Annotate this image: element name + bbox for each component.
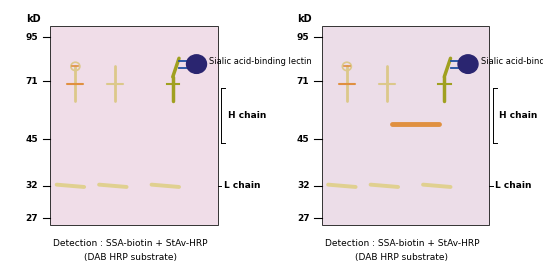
- Text: 27: 27: [297, 214, 310, 223]
- Text: H chain: H chain: [499, 111, 538, 120]
- Text: (DAB HRP substrate): (DAB HRP substrate): [84, 253, 177, 262]
- Text: L chain: L chain: [224, 181, 261, 190]
- Text: 71: 71: [297, 77, 310, 86]
- Text: L chain: L chain: [496, 181, 532, 190]
- Text: 95: 95: [297, 33, 310, 42]
- Text: kD: kD: [297, 14, 312, 23]
- Text: 45: 45: [26, 135, 38, 144]
- Text: 45: 45: [297, 135, 310, 144]
- Text: kD: kD: [26, 14, 40, 23]
- Text: 32: 32: [297, 181, 310, 190]
- Text: 27: 27: [26, 214, 38, 223]
- Text: (DAB HRP substrate): (DAB HRP substrate): [355, 253, 449, 262]
- Text: H chain: H chain: [228, 111, 266, 120]
- Text: 32: 32: [26, 181, 38, 190]
- Text: Sialic acid-binding lectin: Sialic acid-binding lectin: [209, 57, 312, 66]
- Bar: [322, 26, 489, 225]
- Text: 71: 71: [26, 77, 38, 86]
- Bar: [50, 26, 218, 225]
- Text: Detection : SSA-biotin + StAv-HRP: Detection : SSA-biotin + StAv-HRP: [325, 239, 479, 248]
- Text: Detection : SSA-biotin + StAv-HRP: Detection : SSA-biotin + StAv-HRP: [53, 239, 207, 248]
- Text: 95: 95: [26, 33, 38, 42]
- Text: Sialic acid-binding lectin: Sialic acid-binding lectin: [481, 57, 543, 66]
- Circle shape: [458, 55, 478, 73]
- Circle shape: [187, 55, 206, 73]
